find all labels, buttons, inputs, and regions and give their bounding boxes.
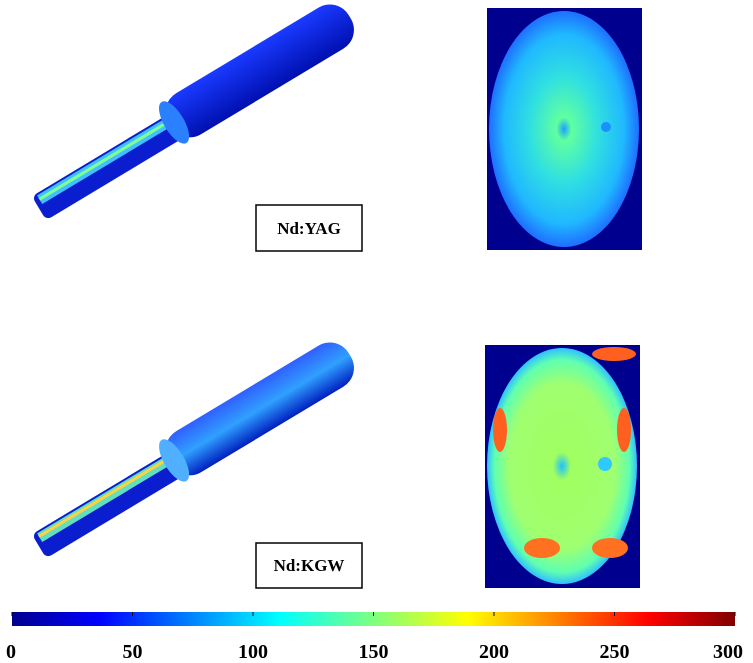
figure-canvas: Nd:YAG Nd:KGW 0 50 100 150 200 250 300	[0, 0, 753, 663]
tick-label: 50	[123, 641, 143, 663]
panel-label: Nd:KGW	[274, 556, 345, 575]
tick-label: 300	[713, 641, 743, 663]
map-kgw	[485, 345, 640, 588]
tick-label: 100	[238, 641, 268, 663]
tick-label: 250	[600, 641, 630, 663]
rod-yag	[25, 0, 363, 225]
figure: Nd:YAG Nd:KGW 0 50 100 150 200 250 300	[0, 0, 753, 663]
tick-label: 0	[6, 641, 16, 663]
tick-label: 200	[479, 641, 509, 663]
panel-label: Nd:YAG	[277, 219, 341, 238]
map-yag	[487, 8, 642, 250]
rod-kgw	[25, 334, 363, 563]
tick-label: 150	[359, 641, 389, 663]
